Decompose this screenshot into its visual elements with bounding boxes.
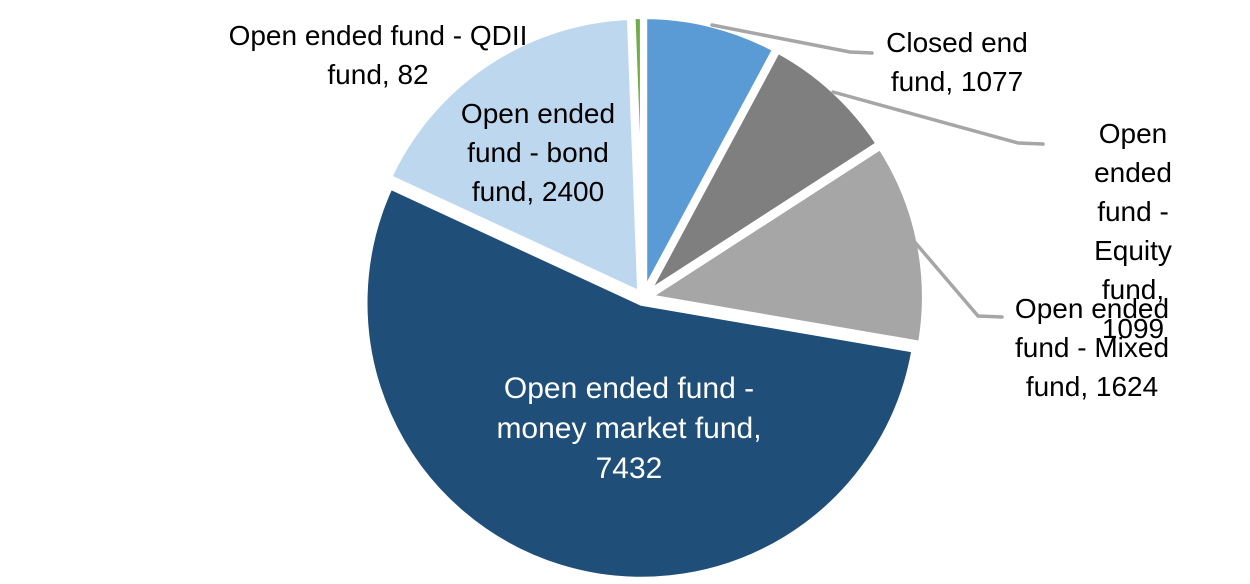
label-open-ended-fund-equity-fund: Open ended fund - Equity fund, 1099 [1094,118,1172,344]
label-open-ended-fund-qdii-fund: Open ended fund - QDII fund, 82 [228,20,528,90]
leader-lines [710,23,1045,319]
leader-line-equity-fund [831,90,1045,146]
leader-line-mixed-fund [911,238,1004,319]
leader-line-closed-end-fund [710,23,874,55]
pie-slice-open-ended-fund-money-market-fund [361,183,918,583]
pie-slice-open-ended-fund-mixed-fund [644,143,928,347]
label-open-ended-fund-bond-fund: Open ended fund - bond fund, 2400 [460,98,616,207]
label-open-ended-fund-mixed-fund: Open ended fund - Mixed fund, 1624 [1014,293,1170,402]
pie-slice-open-ended-fund-qdii-fund [629,13,646,296]
pie-slices [361,13,928,583]
pie-slice-open-ended-fund-bond-fund [385,14,644,297]
label-open-ended-fund-money-market-fund: Open ended fund - money market fund, 743… [496,372,762,485]
label-closed-end-fund: Closed end fund, 1077 [886,27,1028,97]
